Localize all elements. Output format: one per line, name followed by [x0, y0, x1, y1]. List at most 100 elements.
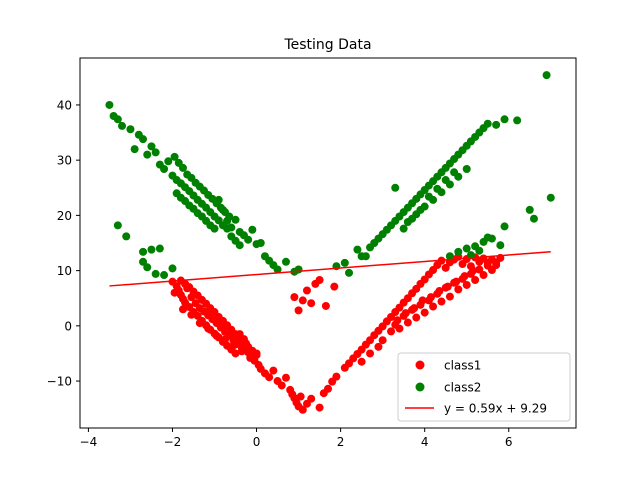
point-class1-139: [374, 342, 383, 351]
point-class2-54: [281, 257, 290, 266]
point-class1-138: [366, 349, 375, 358]
point-class1-145: [403, 318, 412, 327]
point-class2-75: [143, 263, 152, 272]
point-class2-112: [483, 119, 492, 128]
point-class2-144: [546, 193, 555, 202]
point-class1-170: [418, 296, 427, 305]
fit-line: [109, 250, 551, 287]
point-class1-90: [178, 305, 187, 314]
point-class2-5: [130, 145, 139, 154]
y-tick-label: −10: [47, 375, 72, 389]
point-class1-45: [277, 381, 286, 390]
y-axis-ticks: −10 0 10 20 30 40: [47, 98, 80, 389]
point-class1-166: [492, 261, 501, 270]
point-class1-42: [265, 373, 274, 382]
point-class1-61: [290, 293, 299, 302]
point-class1-43: [269, 366, 278, 375]
point-class1-173: [443, 282, 452, 291]
point-class2-76: [147, 245, 156, 254]
legend-label-class1: class1: [444, 359, 481, 373]
point-class1-143: [395, 324, 404, 333]
point-class2-13: [164, 157, 173, 166]
point-class2-66: [214, 195, 223, 204]
point-class1-91: [187, 310, 196, 319]
point-class1-29: [231, 349, 240, 358]
fit-line-layer: [109, 250, 551, 287]
point-class1-53: [298, 405, 307, 414]
point-class1-167: [393, 316, 402, 325]
point-class1-169: [410, 304, 419, 313]
point-class2-145: [542, 71, 551, 80]
y-tick-label: 40: [57, 98, 72, 112]
point-class1-60: [332, 372, 341, 381]
point-class2-141: [475, 246, 484, 255]
legend: class1 class2 y = 0.59x + 9.29: [397, 352, 571, 422]
point-class1-151: [429, 302, 438, 311]
point-class1-162: [475, 265, 484, 274]
x-tick-label: 2: [337, 435, 345, 449]
point-class1-55: [307, 394, 316, 403]
point-class2-46: [244, 235, 253, 244]
point-class2-0: [105, 100, 114, 109]
point-class1-46: [281, 373, 290, 382]
point-class1-96: [229, 341, 238, 350]
y-tick-label: 20: [57, 209, 72, 223]
point-class1-137: [357, 357, 366, 366]
point-class2-150: [357, 252, 366, 261]
point-class2-80: [139, 247, 148, 256]
point-class2-81: [155, 244, 164, 253]
point-class1-67: [315, 276, 324, 284]
point-class1-123: [441, 263, 450, 272]
point-class2-130: [441, 176, 450, 185]
point-class2-148: [340, 258, 349, 267]
point-class2-73: [122, 232, 131, 241]
point-class2-9: [147, 142, 156, 151]
point-class1-172: [435, 287, 444, 296]
point-class1-94: [212, 331, 221, 340]
point-class1-171: [426, 293, 435, 302]
point-class1-69: [330, 282, 339, 291]
legend-box: [397, 352, 571, 422]
chart-title: Testing Data: [283, 37, 371, 53]
point-class2-140: [483, 233, 492, 242]
point-class2-12: [160, 165, 169, 173]
point-class2-116: [391, 183, 400, 192]
point-class2-2: [113, 115, 122, 124]
point-class2-42: [227, 223, 236, 232]
axes-frame: [79, 57, 577, 429]
point-class2-65: [210, 224, 219, 233]
y-tick-label: 30: [57, 154, 72, 168]
point-class1-176: [469, 266, 478, 275]
point-class2-133: [454, 247, 463, 256]
point-class2-131: [450, 168, 459, 177]
point-class1-155: [445, 292, 454, 301]
point-class1-149: [420, 308, 429, 317]
point-class1-58: [324, 384, 332, 393]
point-class1-98: [246, 353, 255, 362]
point-class2-72: [113, 221, 122, 230]
point-class2-53: [273, 265, 282, 274]
point-class1-93: [204, 324, 213, 333]
x-tick-label: 4: [421, 435, 429, 449]
point-class2-114: [500, 115, 509, 124]
point-class1-159: [462, 280, 471, 289]
point-class2-115: [513, 116, 522, 125]
y-tick-label: 10: [57, 264, 72, 278]
point-class1-63: [298, 296, 307, 305]
y-tick-label: 0: [64, 319, 72, 333]
legend-marker-class1: [415, 360, 425, 370]
point-class2-4: [126, 125, 135, 134]
point-class2-139: [500, 222, 509, 231]
point-class2-79: [168, 264, 177, 273]
point-class1-141: [387, 327, 396, 336]
point-class1-140: [378, 336, 387, 345]
point-class2-74: [139, 257, 148, 266]
point-class2-127: [416, 205, 425, 214]
point-class2-47: [248, 225, 257, 234]
point-class2-126: [408, 214, 417, 223]
point-class1-88: [252, 351, 261, 360]
point-class1-64: [302, 286, 311, 295]
point-class1-52: [296, 392, 305, 401]
point-class2-68: [223, 216, 232, 225]
point-class2-43: [231, 215, 240, 224]
